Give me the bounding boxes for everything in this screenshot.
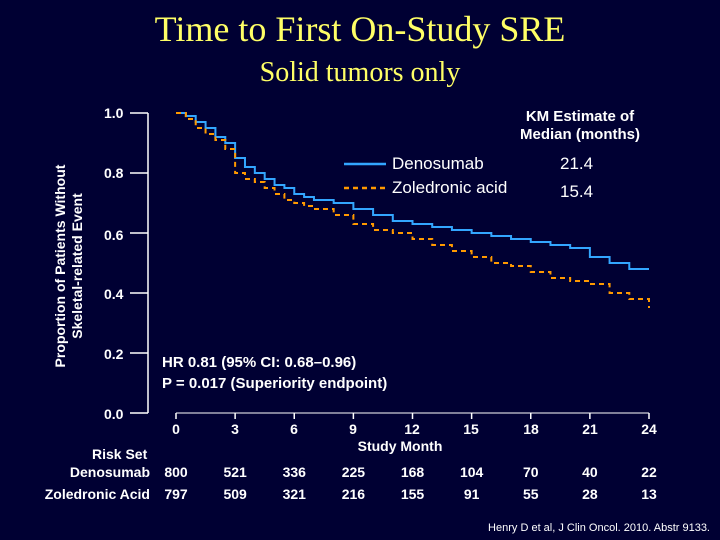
- y-tick-label: 0.6: [104, 227, 124, 243]
- x-tick-label: 3: [231, 421, 239, 437]
- risk-value: 225: [341, 464, 366, 480]
- risk-value: 28: [582, 486, 598, 502]
- risk-value: 40: [582, 464, 598, 480]
- x-tick-label: 12: [404, 421, 420, 437]
- chart-title: Time to First On-Study SRE: [154, 9, 566, 49]
- risk-value: 321: [282, 486, 306, 502]
- x-axis-label: Study Month: [357, 438, 443, 454]
- risk-value: 70: [522, 464, 539, 480]
- hazard-ratio: HR 0.81 (95% CI: 0.68–0.96): [162, 354, 357, 371]
- risk-value: 55: [522, 486, 539, 502]
- x-tick-label: 24: [641, 421, 657, 437]
- risk-value: 800: [164, 464, 188, 480]
- axes: [130, 112, 650, 419]
- risk-row-label-zoledronic: Zoledronic Acid: [44, 486, 150, 502]
- risk-value: 797: [164, 486, 188, 502]
- p-value: P = 0.017 (Superiority endpoint): [162, 375, 388, 392]
- y-tick-label: 0.0: [104, 406, 124, 422]
- x-tick-label: 15: [463, 421, 479, 437]
- x-tick-label: 0: [172, 421, 180, 437]
- risk-value: 216: [341, 486, 366, 502]
- risk-value: 155: [400, 486, 425, 502]
- legend-title: KM Estimate of Median (months): [505, 108, 655, 144]
- risk-value: 168: [400, 464, 425, 480]
- chart-subtitle: Solid tumors only: [259, 57, 461, 88]
- risk-value: 22: [641, 464, 657, 480]
- legend-label-zoledronic: Zoledronic acid: [392, 178, 508, 197]
- risk-row-label-denosumab: Denosumab: [69, 464, 150, 480]
- legend-title-line2: Median (months): [520, 126, 640, 143]
- legend-swatches: [344, 162, 386, 190]
- y-tick-label: 0.2: [104, 346, 124, 362]
- legend-label-denosumab: Denosumab: [392, 154, 484, 173]
- series-line-zoledronic: [176, 112, 650, 308]
- y-tick-label: 0.8: [104, 165, 124, 181]
- risk-value: 91: [463, 486, 480, 502]
- survival-curves: [176, 112, 650, 308]
- y-tick-label: 0.4: [104, 286, 124, 302]
- citation: Henry D et al, J Clin Oncol. 2010. Abstr…: [488, 522, 710, 534]
- x-tick-label: 21: [582, 421, 598, 437]
- series-line-denosumab: [176, 112, 649, 270]
- legend-title-line1: KM Estimate of: [525, 108, 635, 125]
- median-denosumab: 21.4: [560, 154, 594, 173]
- risk-set-title: Risk Set: [92, 446, 148, 462]
- y-tick-label: 1.0: [104, 105, 124, 121]
- risk-value: 104: [459, 464, 484, 480]
- x-tick-label: 9: [349, 421, 357, 437]
- median-zoledronic: 15.4: [560, 182, 594, 201]
- x-tick-label: 18: [523, 421, 539, 437]
- risk-value: 509: [223, 486, 247, 502]
- risk-value: 336: [282, 464, 306, 480]
- risk-value: 521: [223, 464, 247, 480]
- x-tick-label: 6: [290, 421, 298, 437]
- risk-value: 13: [641, 486, 657, 502]
